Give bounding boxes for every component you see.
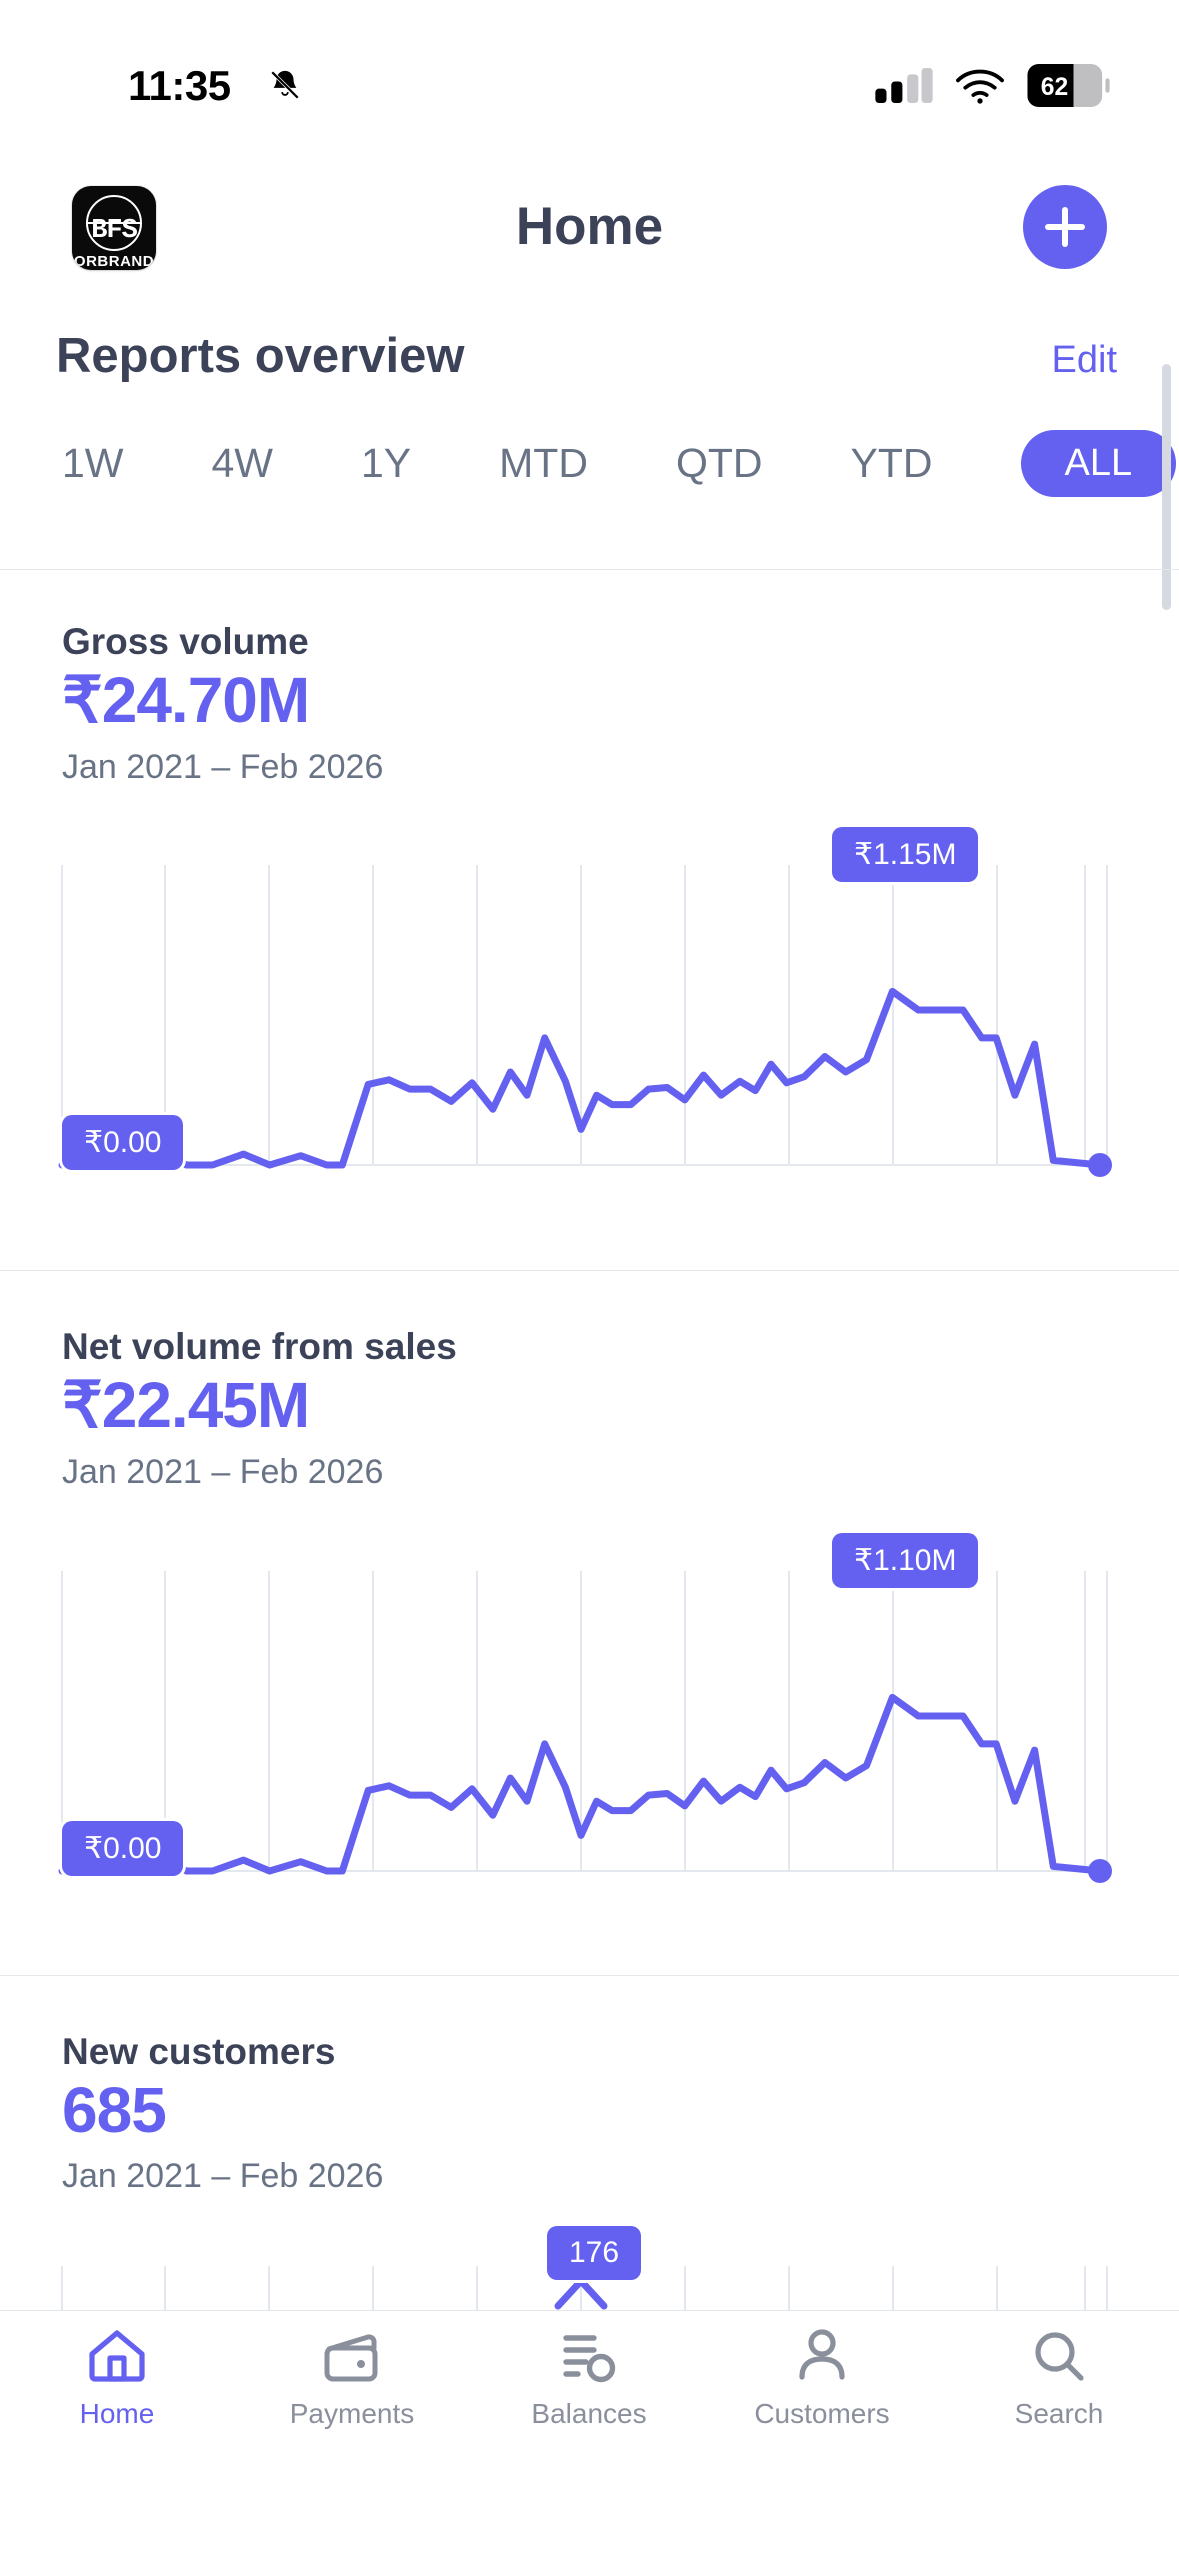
svg-text:62: 62 bbox=[1041, 74, 1068, 101]
